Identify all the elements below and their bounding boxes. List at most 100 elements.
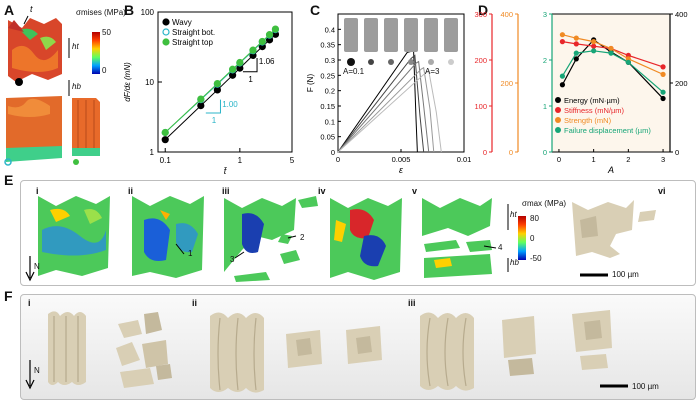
y-axis-label: dF/dε (mN) [123,62,132,102]
wall-e-v [422,198,492,236]
x-tick-label: 0 [557,155,561,164]
amplitude-dot [368,59,374,65]
panel-e-sub-v: v [412,186,418,196]
callout-3: 3 [230,255,235,264]
wall-e-vi [572,200,634,258]
y-tick-label: 0 [509,148,513,157]
panel-f-sub-iii: iii [408,298,416,308]
x-axis-label: t̄ [224,166,228,174]
direction-n-e: N [34,262,40,271]
wavy-wall-f-ii [210,312,264,393]
y-tick-label: 300 [474,10,487,19]
y-tick-label: 0.1 [325,117,335,126]
y-tick-label: 0.3 [325,56,335,65]
y-axis-label: F (N) [306,74,315,93]
stress-cbar-title: σmises (MPa) [76,8,126,17]
data-point [161,136,169,144]
y-tick-label: 100 [141,8,155,17]
wall-thumbnail [404,18,418,52]
series-line-0 [164,33,276,141]
force-curve-4 [337,69,442,153]
data-point [559,82,566,88]
legend-label: Energy (mN·µm) [564,96,620,105]
callout-4: 4 [498,243,503,252]
ht-label: ht [72,42,79,51]
panel-c-chart: 0 0.005 0.01 0 0.05 0.1 0.15 0.2 0.25 0.3 0.35 0.4 ε… [306,13,472,174]
cbar-min: 0 [102,66,107,75]
direction-n-f: N [34,366,40,375]
data-point [197,102,205,110]
data-point [559,73,566,79]
data-point [229,65,237,73]
cbar-e-min: -50 [530,254,542,263]
panel-e-figure [25,196,656,282]
legend-marker [162,28,170,36]
y-tick-label: 0.25 [320,71,335,80]
legend-marker [162,38,170,46]
y-tick-label: 400 [675,10,688,19]
y-tick-label: 10 [145,78,154,87]
y-tick-label: 0.2 [325,87,335,96]
legend-label: Wavy [172,18,192,27]
legend-marker [555,127,561,133]
legend-marker [555,107,561,113]
y-tick-label: 100 [474,102,487,111]
amplitude-dot [347,58,355,66]
cbar-e-max: 80 [530,214,539,223]
panel-b-label: B [124,2,135,18]
slope-triangle-2 [242,58,258,73]
wavy-wall-f-iii [420,312,474,391]
stress-cbar-e-title: σmax (MPa) [522,199,567,208]
x-axis-label: A [607,165,614,174]
x-tick-label: 0.1 [160,156,172,165]
panel-f-sub-i: i [28,298,31,308]
y-tick-label: 200 [474,56,487,65]
legend-label: Straight top [172,38,213,47]
y-tick-label: 400 [500,10,513,19]
legend-label: Stiffness (mN/µm) [564,106,625,115]
wall-thumbnail [444,18,458,52]
scalebar-label-f: 100 µm [632,382,659,391]
x-tick-label: 3 [661,155,665,164]
legend-label: Straight bot. [172,28,215,37]
data-point [660,89,666,95]
x-tick-label: 1 [238,156,243,165]
panel-f-figure [25,310,628,393]
slope-triangle-1 [205,99,221,114]
wall-thumbnail [364,18,378,52]
data-point [660,64,666,70]
x-tick-label: 2 [626,155,630,164]
data-point [608,50,614,56]
data-point [258,37,266,46]
data-point [249,46,257,54]
y-tick-label: 1 [150,148,155,157]
y-tick-label: 0 [543,148,547,157]
series-line-3 [561,50,664,93]
y-tick-label: 200 [675,79,688,88]
y-tick-label: 0 [331,148,335,157]
x-tick-label: 0.01 [457,155,472,164]
thickness-label: t [30,4,33,14]
force-curve-2 [337,60,430,153]
cbar-max: 50 [102,28,111,37]
legend-marker [555,97,561,103]
data-point [591,48,597,54]
amplitude-dot [408,59,414,65]
data-point [608,45,614,52]
y-tick-label: 200 [500,79,513,88]
data-point [271,25,280,33]
data-point [573,41,579,47]
panel-f-sub-ii: ii [192,298,198,308]
y-tick-label: 0.4 [325,25,335,34]
force-curve-3 [337,66,435,153]
wall-thumbnail [384,18,398,52]
panel-a-figure [4,15,100,166]
wall-thumbnail [424,18,438,52]
data-point [591,43,597,49]
data-point [591,39,597,45]
panel-e-sub-vi: vi [658,186,666,196]
panel-e-label: E [4,172,14,188]
data-point [161,128,169,137]
amplitude-dot [388,59,394,65]
